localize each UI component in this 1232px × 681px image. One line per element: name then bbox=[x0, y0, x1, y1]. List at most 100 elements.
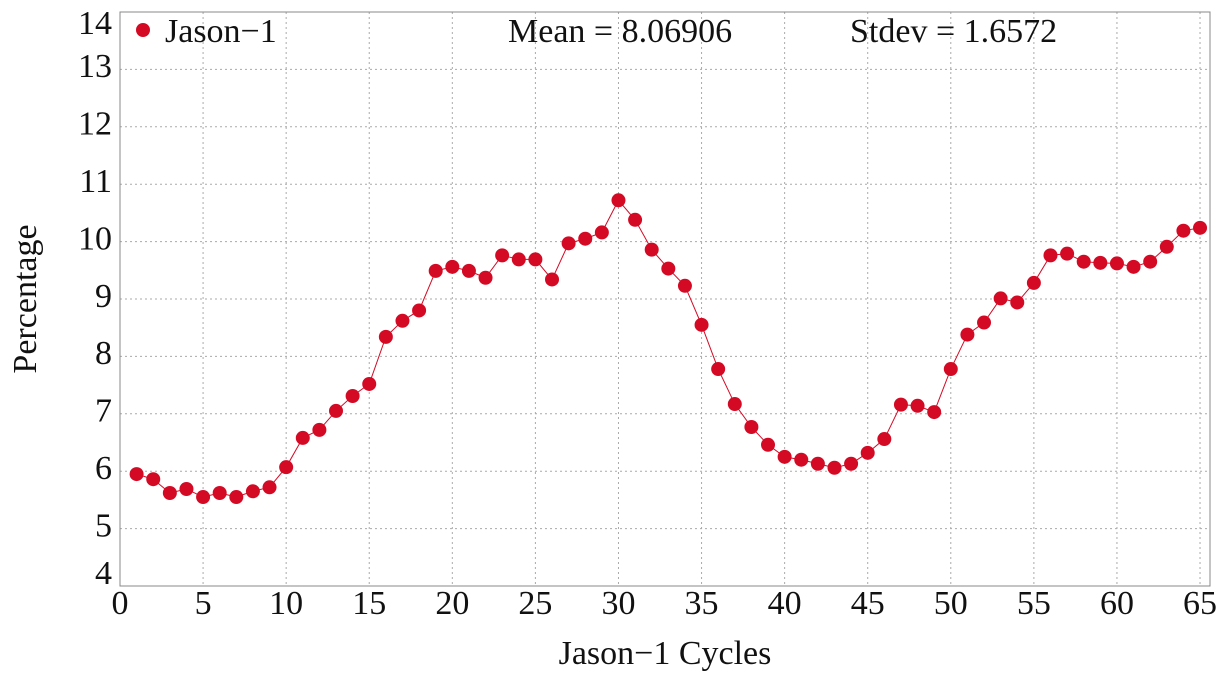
series-line bbox=[136, 199, 1201, 498]
data-point bbox=[229, 490, 244, 505]
data-point bbox=[1126, 259, 1141, 274]
grid bbox=[119, 11, 1210, 587]
data-point bbox=[478, 270, 493, 285]
data-point bbox=[893, 397, 908, 412]
x-tick-label: 55 bbox=[1017, 585, 1051, 622]
data-point bbox=[611, 193, 626, 208]
data-point bbox=[1093, 255, 1108, 270]
plot-area bbox=[129, 193, 1208, 505]
y-tick-label: 14 bbox=[78, 5, 112, 42]
y-tick-label: 12 bbox=[78, 106, 112, 143]
data-point bbox=[262, 480, 277, 495]
data-point bbox=[877, 432, 892, 447]
y-tick-label: 6 bbox=[95, 450, 112, 487]
y-tick-label: 7 bbox=[95, 393, 112, 430]
x-tick-label: 35 bbox=[685, 585, 719, 622]
x-tick-label: 40 bbox=[768, 585, 802, 622]
data-point bbox=[777, 449, 792, 464]
data-point bbox=[810, 456, 825, 471]
data-point bbox=[129, 467, 144, 482]
x-tick-label: 65 bbox=[1183, 585, 1217, 622]
data-point bbox=[1060, 246, 1075, 261]
data-point bbox=[594, 225, 609, 240]
data-point bbox=[162, 486, 177, 501]
data-point bbox=[860, 445, 875, 460]
data-point bbox=[245, 484, 260, 499]
data-point bbox=[528, 252, 543, 267]
y-tick-label: 9 bbox=[95, 278, 112, 315]
y-tick-label: 13 bbox=[78, 48, 112, 85]
data-point bbox=[794, 452, 809, 467]
x-axis-label: Jason−1 Cycles bbox=[559, 635, 772, 672]
data-point bbox=[993, 291, 1008, 306]
x-tick-label: 50 bbox=[934, 585, 968, 622]
data-point bbox=[295, 430, 310, 445]
legend-marker bbox=[136, 23, 150, 37]
data-point bbox=[312, 422, 327, 437]
data-point bbox=[412, 303, 427, 318]
data-point bbox=[827, 460, 842, 475]
data-point bbox=[744, 420, 759, 435]
data-point bbox=[461, 263, 476, 278]
y-axis-label: Percentage bbox=[7, 224, 44, 373]
data-point bbox=[761, 437, 776, 452]
data-point bbox=[943, 362, 958, 377]
data-point bbox=[1010, 295, 1025, 310]
data-point bbox=[395, 313, 410, 328]
data-point bbox=[578, 231, 593, 246]
data-point bbox=[511, 252, 526, 267]
x-tick-label: 45 bbox=[851, 585, 885, 622]
y-tick-label: 4 bbox=[95, 555, 112, 592]
data-point bbox=[1043, 248, 1058, 263]
y-tick-label: 10 bbox=[78, 220, 112, 257]
data-point bbox=[1176, 223, 1191, 238]
x-tick-label: 30 bbox=[601, 585, 635, 622]
data-point bbox=[196, 490, 211, 505]
data-point bbox=[1193, 220, 1208, 235]
data-point bbox=[345, 389, 360, 404]
x-tick-label: 20 bbox=[435, 585, 469, 622]
data-point bbox=[279, 460, 294, 475]
data-point bbox=[428, 263, 443, 278]
data-point bbox=[727, 397, 742, 412]
data-point bbox=[545, 272, 560, 287]
data-point bbox=[445, 259, 460, 274]
x-tick-label: 15 bbox=[352, 585, 386, 622]
data-point bbox=[179, 481, 194, 496]
annotation: Mean = 8.06906 bbox=[508, 13, 732, 50]
data-point bbox=[1026, 275, 1041, 290]
x-tick-label: 25 bbox=[518, 585, 552, 622]
y-tick-label: 8 bbox=[95, 335, 112, 372]
data-point bbox=[495, 248, 510, 263]
data-point bbox=[628, 212, 643, 227]
data-point bbox=[1109, 256, 1124, 271]
data-point bbox=[977, 315, 992, 330]
data-point bbox=[910, 398, 925, 413]
legend-label: Jason−1 bbox=[165, 13, 277, 50]
x-tick-label: 5 bbox=[195, 585, 212, 622]
data-point bbox=[1143, 254, 1158, 269]
x-tick-label: 60 bbox=[1100, 585, 1134, 622]
data-point bbox=[644, 242, 659, 257]
data-point bbox=[362, 376, 377, 391]
data-point bbox=[711, 362, 726, 377]
data-point bbox=[561, 236, 576, 251]
data-point bbox=[927, 405, 942, 420]
data-point bbox=[146, 472, 161, 487]
data-point bbox=[677, 278, 692, 293]
data-point bbox=[212, 486, 227, 501]
plot-frame bbox=[119, 11, 1211, 587]
x-tick-label: 0 bbox=[112, 585, 129, 622]
y-tick-label: 11 bbox=[79, 163, 112, 200]
data-point bbox=[960, 327, 975, 342]
x-tick-label: 10 bbox=[269, 585, 303, 622]
annotation: Stdev = 1.6572 bbox=[850, 13, 1057, 50]
data-point bbox=[661, 261, 676, 276]
data-point bbox=[844, 456, 859, 471]
y-tick-label: 5 bbox=[95, 507, 112, 544]
data-point bbox=[329, 403, 344, 418]
data-point bbox=[1159, 239, 1174, 254]
data-point bbox=[1076, 254, 1091, 269]
data-point bbox=[694, 317, 709, 332]
